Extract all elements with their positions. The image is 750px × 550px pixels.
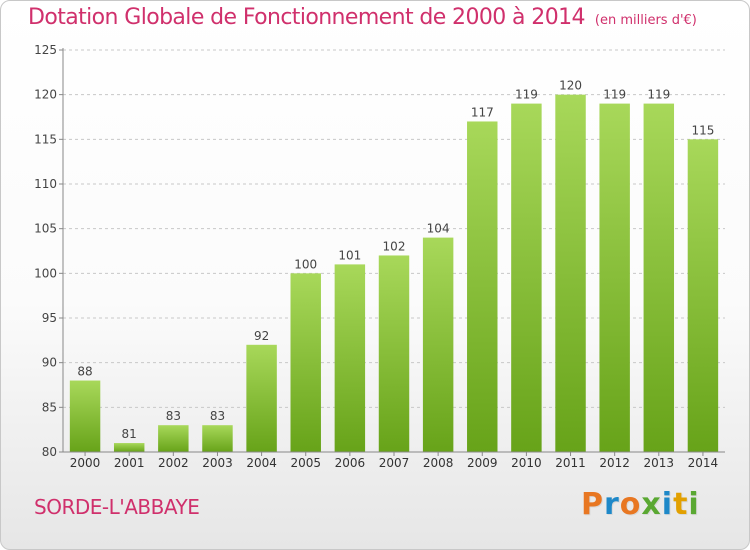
y-tick-label: 100 (34, 266, 57, 280)
logo-letter: r (604, 487, 620, 522)
y-tick-label: 115 (34, 132, 57, 146)
data-label: 119 (647, 88, 670, 102)
bar-2003 (202, 425, 233, 452)
y-tick-label: 125 (34, 43, 57, 57)
y-tick-label: 85 (42, 400, 57, 414)
y-tick-label: 80 (42, 445, 57, 459)
x-tick-label: 2005 (290, 456, 321, 470)
data-label: 83 (210, 409, 225, 423)
x-tick-label: 2000 (70, 456, 101, 470)
y-tick-label: 120 (34, 88, 57, 102)
data-label: 92 (254, 329, 269, 343)
logo-letter: t (673, 487, 689, 522)
data-label: 101 (338, 248, 361, 262)
bar-2012 (599, 103, 630, 452)
y-tick-label: 95 (42, 311, 57, 325)
bar-2007 (378, 255, 410, 452)
bars (69, 94, 719, 453)
chart-title: Dotation Globale de Fonctionnement de 20… (28, 5, 586, 30)
data-label: 102 (383, 239, 406, 253)
data-label: 88 (77, 365, 92, 379)
x-tick-label: 2004 (246, 456, 277, 470)
data-label: 120 (559, 79, 582, 93)
chart-subtitle: (en milliers d'€) (594, 13, 697, 28)
y-tick-label: 105 (34, 222, 57, 236)
proxiti-logo: Proxiti (581, 487, 700, 522)
y-tick-label: 110 (34, 177, 57, 191)
bar-2006 (334, 264, 366, 452)
bar-2004 (246, 344, 277, 452)
commune-name: SORDE-L'ABBAYE (34, 495, 200, 519)
x-tick-label: 2012 (599, 456, 630, 470)
data-label: 119 (603, 88, 626, 102)
data-label: 100 (294, 257, 317, 271)
bar-2000 (69, 380, 101, 452)
data-label: 119 (515, 88, 538, 102)
bar-2014 (687, 139, 719, 453)
x-tick-label: 2009 (467, 456, 498, 470)
x-tick-label: 2013 (644, 456, 675, 470)
data-labels: 88 81 83 83 92 100 101 102 104 117 119 120 119 119 115 (77, 79, 714, 441)
data-label: 117 (471, 105, 494, 119)
x-tick-labels: 2000 2001 2002 2003 2004 2005 2006 2007 2008 2009… (70, 456, 718, 470)
bar-2002 (158, 425, 189, 452)
bar-2011 (555, 94, 586, 453)
data-label: 115 (691, 123, 714, 137)
bar-2009 (467, 121, 498, 452)
logo-letter: P (581, 487, 604, 522)
title-line: Dotation Globale de Fonctionnement de 20… (28, 5, 697, 30)
x-tick-label: 2008 (423, 456, 454, 470)
bar-2008 (422, 237, 454, 452)
logo-letter: x (641, 487, 662, 522)
y-tick-label: 90 (42, 356, 57, 370)
x-tick-label: 2006 (335, 456, 366, 470)
x-tick-label: 2014 (688, 456, 719, 470)
x-tick-label: 2002 (158, 456, 189, 470)
x-tick-label: 2001 (114, 456, 145, 470)
bar-2001 (113, 443, 145, 452)
x-tick-label: 2010 (511, 456, 542, 470)
logo-letter: i (661, 487, 674, 522)
axes (62, 48, 725, 456)
x-tick-label: 2011 (555, 456, 586, 470)
data-label: 81 (122, 427, 137, 441)
y-tick-labels: 80 85 90 95 100 105 110 115 120 125 (34, 43, 57, 459)
x-tick-label: 2007 (379, 456, 410, 470)
x-tick-label: 2003 (202, 456, 233, 470)
bar-2010 (511, 103, 542, 452)
bar-2005 (290, 273, 321, 452)
data-label: 104 (427, 222, 450, 236)
logo-letter: o (619, 487, 642, 522)
bar-2013 (643, 103, 675, 452)
logo-letter: i (688, 487, 700, 522)
data-label: 83 (166, 409, 181, 423)
